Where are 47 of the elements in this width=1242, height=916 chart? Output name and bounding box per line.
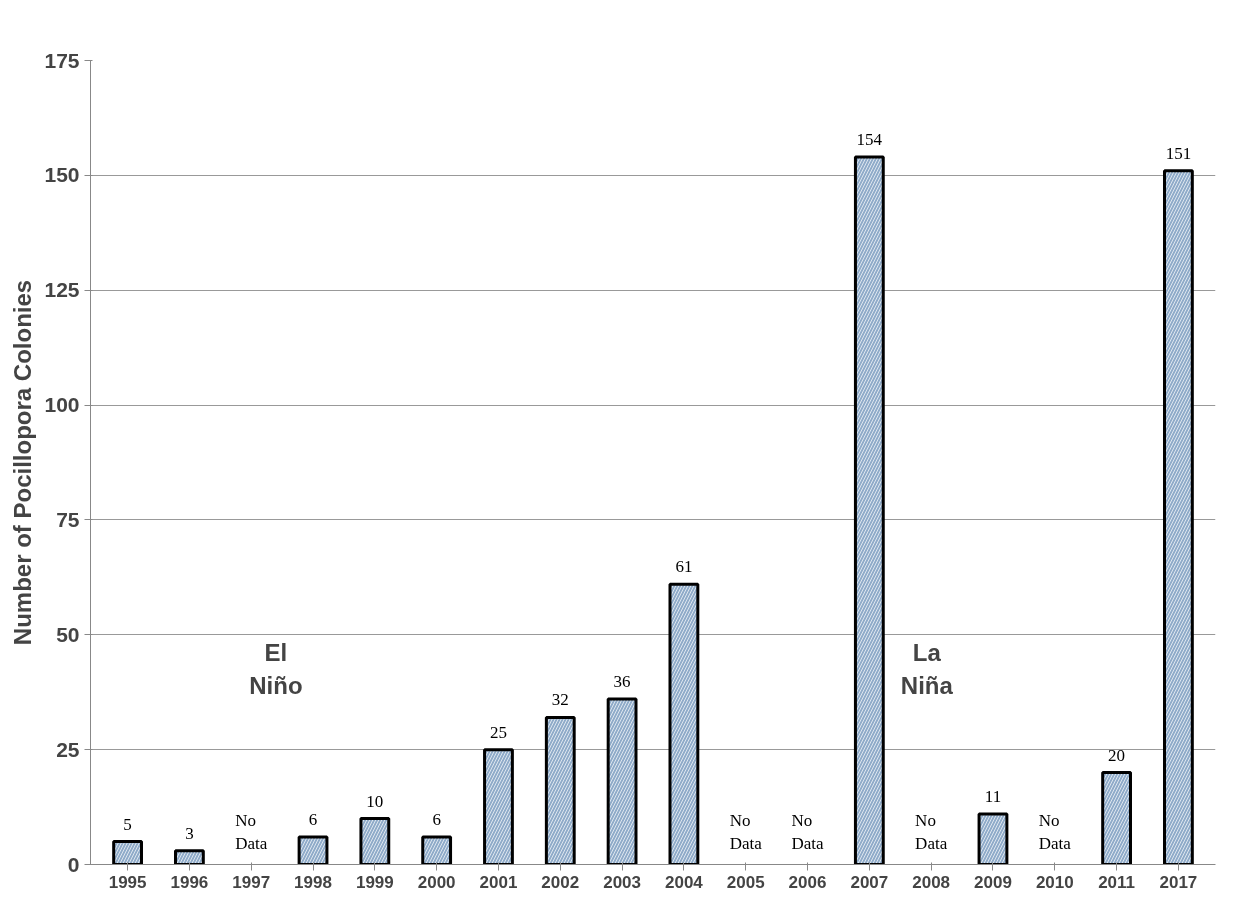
x-tick-label: 2001 [479, 872, 518, 892]
x-tick-label: 2008 [912, 872, 951, 892]
annotation: La Niña [900, 639, 954, 699]
x-tick-label: 1996 [170, 872, 209, 892]
x-tick-label: 2017 [1159, 872, 1198, 892]
data-label: 154 [856, 129, 883, 149]
text: No Data [729, 810, 762, 853]
data-label: 36 [613, 672, 631, 692]
y-tick-label: 0 [67, 852, 80, 876]
x-tick-label: 1999 [355, 872, 394, 892]
data-label: 61 [675, 557, 693, 577]
x-tick-label: 1995 [108, 872, 147, 892]
x-tick-label: 2003 [603, 872, 642, 892]
x-tick-label: 2009 [974, 872, 1012, 892]
x-tick-label: 2002 [541, 872, 580, 892]
x-tick-label: 2000 [417, 872, 456, 892]
data-label: 20 [1108, 745, 1126, 765]
text: No Data [235, 810, 268, 853]
x-tick-label: 2010 [1035, 872, 1074, 892]
data-label: 25 [489, 722, 507, 742]
x-tick-label: 2007 [850, 872, 889, 892]
y-tick-label: 150 [44, 163, 80, 187]
y-tick-label: 25 [56, 737, 80, 761]
x-tick-label: 2005 [726, 872, 765, 892]
x-tick-label: 2011 [1098, 872, 1136, 892]
data-label: 6 [308, 809, 318, 829]
y-tick-label: 125 [44, 278, 80, 302]
y-tick-label: 75 [56, 507, 80, 531]
data-label: 5 [123, 814, 132, 834]
text: No Data [791, 810, 824, 853]
data-label: 10 [366, 791, 384, 811]
x-tick-label: 1997 [232, 872, 271, 892]
y-tick-label: 50 [56, 622, 80, 646]
y-tick-label: 100 [44, 393, 80, 417]
text: No Data [1038, 810, 1071, 853]
data-label: 3 [185, 823, 194, 843]
annotation: El Niño [249, 639, 303, 699]
y-tick-label: 175 [44, 48, 80, 72]
data-label: 151 [1165, 143, 1192, 163]
data-label: 6 [432, 809, 441, 829]
text: No Data [915, 810, 948, 853]
x-tick-label: 2006 [788, 872, 827, 892]
data-label: 11 [984, 786, 1002, 806]
data-label: 32 [551, 690, 569, 710]
y-axis-title: Number of Pocillopora Colonies [9, 279, 37, 646]
x-tick-label: 2004 [665, 872, 704, 892]
x-tick-label: 1998 [294, 872, 332, 892]
